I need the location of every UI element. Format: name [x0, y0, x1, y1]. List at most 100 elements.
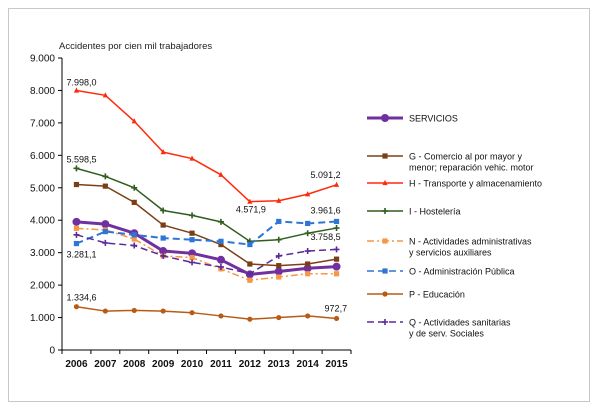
legend-label: SERVICIOS	[409, 114, 458, 124]
data-point	[160, 207, 167, 214]
data-point	[73, 225, 80, 231]
legend-label: y de serv. Sociales	[409, 329, 484, 339]
data-point	[305, 191, 311, 197]
data-point	[304, 248, 311, 255]
data-point	[305, 271, 311, 277]
series-line	[76, 234, 337, 275]
data-point	[333, 246, 340, 253]
data-point	[189, 237, 195, 243]
legend-label: O - Administración Pública	[409, 267, 515, 277]
data-point	[131, 184, 138, 191]
data-point	[72, 217, 81, 226]
x-tick-label: 2007	[94, 359, 117, 370]
data-point	[305, 220, 311, 227]
legend-entry: P - Educación	[367, 290, 465, 300]
data-point	[276, 218, 282, 225]
data-label: 7.998,0	[66, 78, 96, 88]
y-tick-label: 1.000	[30, 313, 55, 324]
y-tick-label: 8.000	[30, 86, 55, 97]
data-point	[276, 197, 282, 203]
data-label: 1.334,6	[66, 293, 96, 303]
data-point	[73, 231, 80, 238]
data-point	[276, 263, 282, 269]
data-label: 4.571,9	[236, 205, 266, 215]
data-point	[102, 92, 108, 98]
y-axis-label: Accidentes por cien mil trabajadores	[59, 41, 212, 52]
data-point	[333, 315, 340, 322]
data-label: 972,7	[325, 303, 348, 313]
data-point-legend	[382, 238, 388, 244]
y-tick-label: 6.000	[30, 151, 55, 162]
data-point-legend	[382, 153, 388, 159]
series-6	[73, 304, 340, 322]
y-tick-label: 7.000	[30, 118, 55, 129]
data-label: 5.598,5	[66, 154, 96, 164]
data-point	[160, 222, 166, 228]
x-tick-label: 2006	[65, 359, 88, 370]
data-point	[73, 304, 80, 310]
data-point	[73, 87, 80, 93]
series-group	[72, 87, 341, 322]
line-chart: Accidentes por cien mil trabajadores 0 1.…	[30, 41, 542, 370]
y-tick-label: 5.000	[30, 183, 55, 194]
data-annotations: 7.998,0 5.598,5 3.281,1 1.334,6 4.571,9 5.091…	[66, 78, 347, 314]
legend-entry: H - Transporte y almacenamiento	[367, 179, 542, 189]
data-point	[333, 271, 340, 277]
series-line	[76, 305, 337, 320]
data-point	[160, 252, 167, 259]
data-point	[218, 241, 224, 248]
data-point	[102, 183, 108, 189]
legend-label: P - Educación	[409, 290, 465, 300]
data-point	[159, 247, 168, 256]
data-point	[73, 165, 80, 172]
legend-label: N - Actividades administrativas	[409, 237, 532, 247]
data-point	[102, 308, 108, 314]
data-point	[276, 314, 282, 321]
x-tick-label: 2011	[210, 359, 232, 370]
data-point	[216, 255, 225, 264]
y-tick-label: 4.000	[30, 216, 55, 227]
series-line	[76, 220, 337, 246]
data-point	[304, 230, 311, 237]
legend-label: H - Transporte y almacenamiento	[409, 179, 542, 189]
chart-frame: Accidentes por cien mil trabajadores 0 1.…	[8, 8, 590, 402]
data-point	[131, 242, 138, 249]
data-point	[189, 230, 195, 236]
x-tick-label: 2015	[325, 359, 348, 370]
x-tick-label: 2010	[181, 359, 204, 370]
data-point	[131, 236, 137, 242]
data-point	[73, 181, 80, 188]
data-point	[333, 218, 340, 225]
y-tick-label: 0	[49, 346, 55, 357]
data-point	[247, 277, 253, 283]
legend-entry: SERVICIOS	[367, 114, 458, 124]
legend-label: G - Comercio al por mayor y	[409, 152, 523, 162]
series-7	[73, 231, 340, 277]
legend-entry: I - Hostelería	[367, 207, 461, 217]
data-point	[247, 198, 253, 204]
data-point	[131, 199, 137, 205]
data-point	[160, 308, 166, 314]
legend-label: menor; reparación vehic. motor	[409, 163, 534, 173]
data-point	[189, 310, 195, 316]
x-tick-label: 2014	[297, 359, 320, 370]
data-point	[275, 236, 282, 243]
data-point	[189, 212, 196, 219]
series-1	[73, 181, 340, 269]
data-point	[102, 239, 109, 246]
data-point-legend	[382, 291, 388, 297]
data-point	[333, 225, 340, 232]
data-point	[102, 228, 108, 235]
series-line	[76, 183, 337, 267]
series-3	[73, 165, 340, 245]
data-point	[189, 254, 195, 261]
data-point-legend	[382, 179, 388, 186]
data-point-legend	[382, 208, 388, 214]
data-point	[274, 267, 283, 276]
series-0	[72, 217, 341, 279]
data-point	[332, 262, 341, 271]
data-point	[218, 171, 224, 177]
data-point	[247, 261, 253, 267]
